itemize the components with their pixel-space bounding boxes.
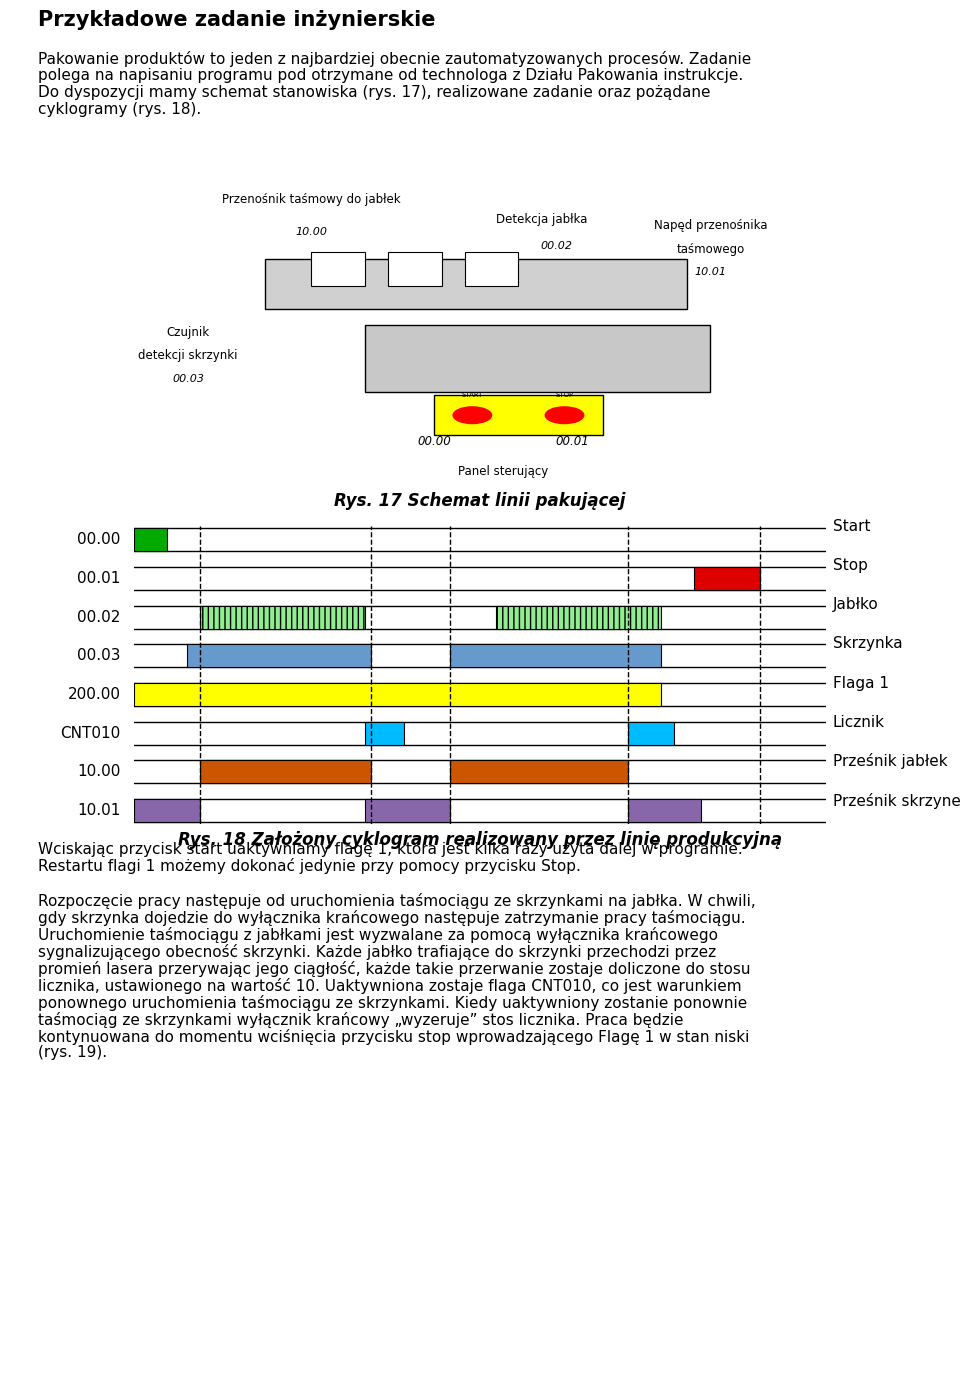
Bar — [465, 252, 518, 285]
Text: 00.02: 00.02 — [540, 241, 573, 251]
Bar — [134, 799, 201, 823]
Text: Skrzynka: Skrzynka — [832, 636, 902, 651]
Text: kontynuowana do momentu wciśnięcia przycisku stop wprowadzającego Flagę 1 w stan: kontynuowana do momentu wciśnięcia przyc… — [38, 1029, 750, 1044]
Text: 00.02: 00.02 — [77, 609, 121, 625]
Bar — [201, 760, 372, 784]
Text: detekcji skrzynki: detekcji skrzynki — [138, 349, 238, 361]
Text: taśmowego: taśmowego — [676, 242, 745, 255]
Bar — [365, 325, 710, 392]
Text: 10.01: 10.01 — [77, 803, 121, 819]
Bar — [450, 760, 628, 784]
Text: Restartu flagi 1 możemy dokonać jedynie przy pomocy przycisku Stop.: Restartu flagi 1 możemy dokonać jedynie … — [38, 857, 581, 874]
Bar — [134, 528, 167, 551]
Text: Flaga 1: Flaga 1 — [832, 676, 889, 691]
Text: Prześnik jabłek: Prześnik jabłek — [832, 753, 948, 770]
Text: Detekcja jabłka: Detekcja jabłka — [495, 213, 588, 226]
Bar — [388, 252, 442, 285]
Text: 00.00: 00.00 — [77, 532, 121, 547]
Bar — [187, 644, 372, 668]
Text: Uruchomienie taśmociągu z jabłkami jest wyzwalane za pomocą wyłącznika krańcoweg: Uruchomienie taśmociągu z jabłkami jest … — [38, 927, 718, 943]
Text: 00.03: 00.03 — [172, 374, 204, 384]
Text: Rys. 17 Schemat linii pakującej: Rys. 17 Schemat linii pakującej — [334, 492, 626, 510]
Bar — [265, 259, 687, 309]
Text: promień lasera przerywając jego ciągłość, każde takie przerwanie zostaje doliczo: promień lasera przerywając jego ciągłość… — [38, 961, 751, 976]
Text: 10.00: 10.00 — [295, 227, 327, 237]
Text: polega na napisaniu programu pod otrzymane od technologa z Działu Pakowania inst: polega na napisaniu programu pod otrzyma… — [38, 68, 744, 83]
Text: 10.00: 10.00 — [77, 765, 121, 780]
Text: licznika, ustawionego na wartość 10. Uaktywniona zostaje flaga CNT010, co jest w: licznika, ustawionego na wartość 10. Uak… — [38, 978, 742, 994]
Text: 00.00: 00.00 — [417, 435, 451, 449]
Text: 00.01: 00.01 — [555, 435, 589, 449]
Text: Stop: Stop — [832, 558, 868, 573]
Text: Do dyspozycji mamy schemat stanowiska (rys. 17), realizowane zadanie oraz pożąda: Do dyspozycji mamy schemat stanowiska (r… — [38, 84, 711, 100]
Bar — [201, 605, 365, 629]
Text: 10.01: 10.01 — [694, 267, 727, 277]
Text: 00.03: 00.03 — [77, 648, 121, 663]
Text: Prześnik skrzynek: Prześnik skrzynek — [832, 792, 960, 809]
Bar — [496, 605, 661, 629]
Text: Czujnik: Czujnik — [167, 325, 209, 338]
Text: Rys. 18 Założony cyklogram realizowany przez linię produkcyjną: Rys. 18 Założony cyklogram realizowany p… — [178, 831, 782, 849]
Text: taśmociąg ze skrzynkami wyłącznik krańcowy „wyzeruje” stos licznika. Praca będzi: taśmociąg ze skrzynkami wyłącznik krańco… — [38, 1011, 684, 1028]
Bar — [450, 644, 661, 668]
Bar — [434, 395, 603, 435]
Text: Licznik: Licznik — [832, 715, 884, 730]
Text: Pakowanie produktów to jeden z najbardziej obecnie zautomatyzowanych procesów. Z: Pakowanie produktów to jeden z najbardzi… — [38, 51, 752, 68]
Bar — [365, 722, 404, 745]
Text: 00.01: 00.01 — [77, 571, 121, 586]
Text: Wciskając przycisk start uaktywniamy flagę 1, która jest kilka razy użyta dalej : Wciskając przycisk start uaktywniamy fla… — [38, 841, 743, 857]
Bar — [365, 799, 450, 823]
Text: gdy skrzynka dojedzie do wyłącznika krańcowego następuje zatrzymanie pracy taśmo: gdy skrzynka dojedzie do wyłącznika krań… — [38, 910, 746, 927]
Text: ponownego uruchomienia taśmociągu ze skrzynkami. Kiedy uaktywniony zostanie pono: ponownego uruchomienia taśmociągu ze skr… — [38, 994, 748, 1011]
Text: CNT010: CNT010 — [60, 726, 121, 741]
Text: Rozpoczęcie pracy następuje od uruchomienia taśmociągu ze skrzynkami na jabłka. : Rozpoczęcie pracy następuje od uruchomie… — [38, 893, 756, 910]
Bar — [694, 566, 759, 590]
Text: Jabłko: Jabłko — [832, 597, 878, 612]
Bar — [311, 252, 365, 285]
Text: Przenośnik taśmowy do jabłek: Przenośnik taśmowy do jabłek — [222, 193, 400, 205]
Bar — [628, 722, 674, 745]
Text: Napęd przenośnika: Napęd przenośnika — [654, 219, 767, 233]
Text: STOP: STOP — [556, 392, 573, 397]
Text: Start: Start — [832, 519, 870, 533]
Text: (rys. 19).: (rys. 19). — [38, 1046, 108, 1061]
Text: 200.00: 200.00 — [67, 687, 121, 702]
Text: sygnalizującego obecność skrzynki. Każde jabłko trafiające do skrzynki przechodz: sygnalizującego obecność skrzynki. Każde… — [38, 945, 716, 960]
Text: START: START — [462, 392, 483, 397]
Bar — [134, 683, 661, 706]
Circle shape — [453, 407, 492, 424]
Circle shape — [545, 407, 584, 424]
Text: Przykładowe zadanie inżynierskie: Przykładowe zadanie inżynierskie — [38, 10, 436, 29]
Text: Panel sterujący: Panel sterujący — [458, 465, 548, 478]
Bar — [628, 799, 701, 823]
Text: cyklogramy (rys. 18).: cyklogramy (rys. 18). — [38, 102, 202, 116]
